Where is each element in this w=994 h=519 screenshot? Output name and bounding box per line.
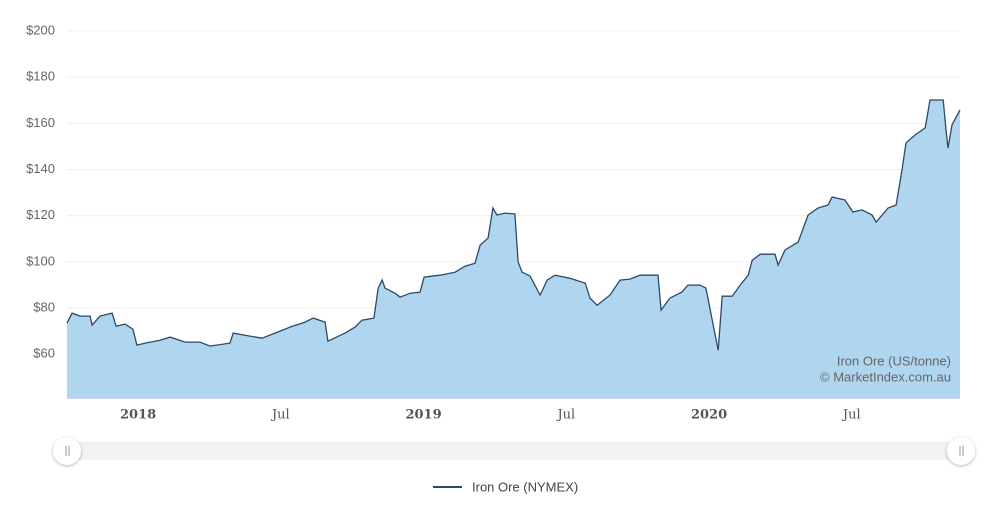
navigator-track[interactable] <box>67 442 961 460</box>
y-tick-label: $160 <box>26 115 55 130</box>
y-tick-label: $120 <box>26 207 55 222</box>
y-tick-label: $100 <box>26 253 55 268</box>
navigator-handle[interactable] <box>947 437 975 465</box>
x-tick-label: Jul <box>270 408 290 423</box>
source-note: © MarketIndex.com.au <box>820 369 951 384</box>
legend-label: Iron Ore (NYMEX) <box>472 479 578 494</box>
x-tick-label: 2018 <box>120 408 156 423</box>
x-tick-label: Jul <box>841 408 861 423</box>
price-line <box>66 99 961 351</box>
x-tick-label: Jul <box>555 408 575 423</box>
legend[interactable]: Iron Ore (NYMEX) <box>433 479 578 494</box>
y-tick-label: $60 <box>33 346 55 361</box>
y-tick-label: $140 <box>26 161 55 176</box>
plot-area: $60 $80 $100 $120 $140 $160 $180 $200 2018 Jul 201… <box>26 22 961 423</box>
y-tick-label: $180 <box>26 69 55 84</box>
y-tick-label: $80 <box>33 299 55 314</box>
y-tick-label: $200 <box>26 22 55 37</box>
x-tick-label: 2019 <box>405 408 441 423</box>
x-tick-label: 2020 <box>691 408 727 423</box>
navigator-handle[interactable] <box>53 437 81 465</box>
source-note: Iron Ore (US/tonne) <box>837 353 951 368</box>
area-fill <box>67 100 960 398</box>
